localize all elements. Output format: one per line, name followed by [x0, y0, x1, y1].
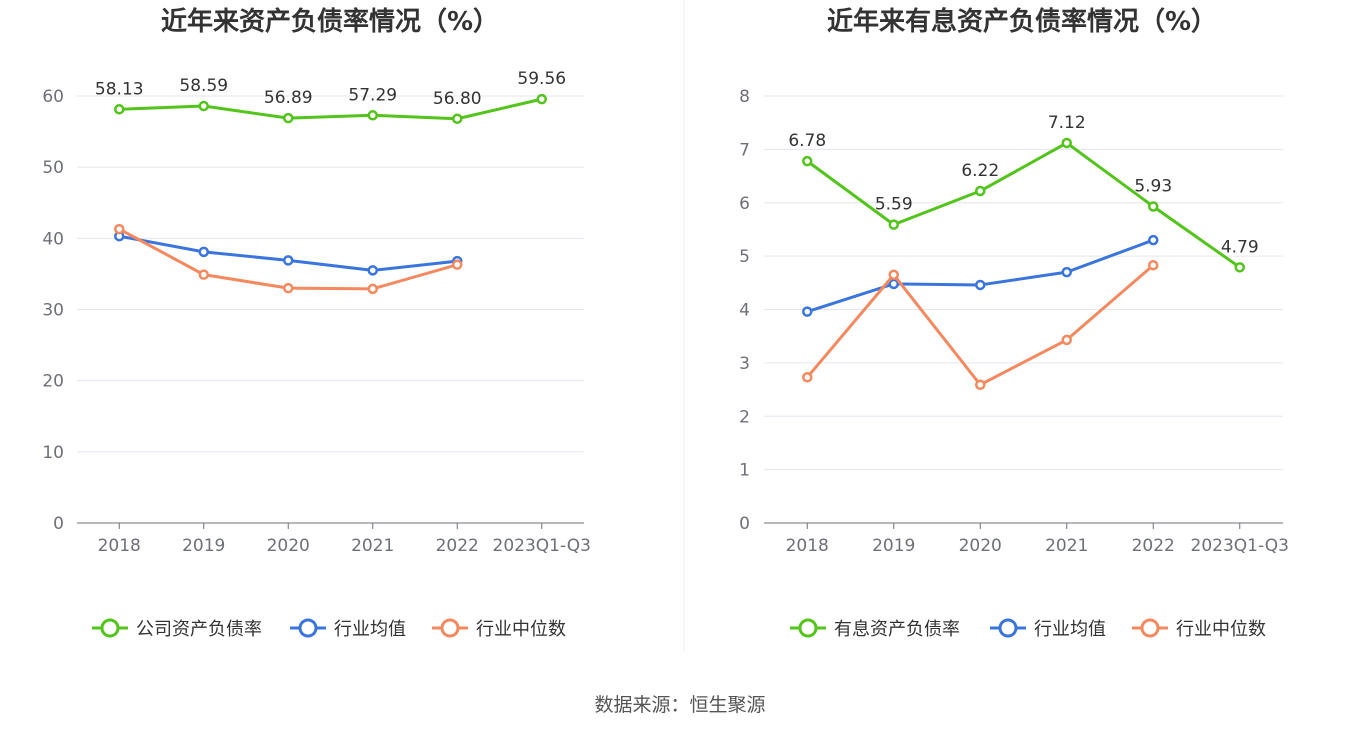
- data-point-industry-median[interactable]: [283, 282, 294, 294]
- data-label: 4.79: [1221, 237, 1259, 257]
- y-tick-label: 7: [739, 140, 750, 160]
- x-tick-label: 2020: [959, 536, 1002, 556]
- data-point-industry-median[interactable]: [975, 379, 986, 391]
- data-point-industry-median[interactable]: [802, 372, 813, 383]
- data-label: 59.56: [517, 69, 566, 89]
- chart-debt-ratio: 近年来资产负债率情况（%） 0 10 20 30 40 50 60 2018 2019 2020 20…: [42, 6, 591, 640]
- y-tick-label: 50: [42, 158, 64, 178]
- legend-label: 行业均值: [1034, 619, 1106, 640]
- legend-item-industry-median[interactable]: 行业中位数: [432, 618, 566, 640]
- y-tick-label: 2: [739, 407, 750, 427]
- y-tick-label: 0: [53, 514, 64, 534]
- data-point-company[interactable]: [1234, 262, 1245, 273]
- data-label: 7.12: [1048, 113, 1086, 133]
- data-point-industry-mean[interactable]: [888, 278, 899, 290]
- data-point-industry-median[interactable]: [367, 283, 378, 295]
- y-tick-label: 8: [739, 87, 750, 107]
- data-point-industry-median[interactable]: [452, 259, 463, 270]
- data-label: 58.13: [95, 79, 144, 99]
- legend-label: 行业均值: [334, 619, 406, 640]
- data-point-industry-mean[interactable]: [802, 306, 813, 317]
- data-point-industry-median[interactable]: [888, 269, 899, 281]
- y-tick-label: 40: [42, 229, 64, 249]
- legend-marker-icon: [298, 618, 318, 638]
- data-label: 57.29: [348, 85, 397, 105]
- legend-item-industry-median[interactable]: 行业中位数: [1132, 618, 1266, 640]
- series-line-company: [119, 97, 543, 121]
- legend-marker-icon: [440, 618, 460, 638]
- legend-item-company[interactable]: 有息资产负债率: [790, 618, 960, 640]
- x-tick-label: 2021: [351, 536, 394, 556]
- x-tick-label: 2019: [872, 536, 915, 556]
- x-tick-label: 2023Q1-Q3: [493, 536, 591, 556]
- data-label: 6.78: [788, 131, 826, 151]
- data-label: 6.22: [961, 161, 999, 181]
- y-tick-label: 1: [739, 461, 750, 481]
- legend-label: 有息资产负债率: [834, 619, 960, 640]
- data-point-industry-mean[interactable]: [367, 265, 378, 276]
- x-tick-label: 2019: [182, 536, 225, 556]
- y-tick-label: 30: [42, 301, 64, 321]
- data-point-industry-mean[interactable]: [975, 279, 986, 291]
- data-point-company[interactable]: [114, 104, 125, 115]
- y-tick-label: 0: [739, 514, 750, 534]
- data-label: 56.80: [433, 89, 482, 109]
- data-point-company[interactable]: [283, 112, 294, 124]
- chart-interest-bearing-debt-ratio: 近年来有息资产负债率情况（%） 0 1 2 3 4 5 6 7 8 2018 2019 2020 2021…: [739, 6, 1289, 640]
- data-point-company[interactable]: [975, 185, 986, 197]
- data-point-industry-mean[interactable]: [1148, 234, 1159, 246]
- data-label: 5.59: [875, 195, 913, 215]
- data-point-industry-mean[interactable]: [283, 255, 294, 266]
- data-point-company[interactable]: [802, 155, 813, 167]
- data-point-industry-median[interactable]: [1148, 259, 1159, 271]
- data-point-company[interactable]: [1148, 201, 1159, 212]
- series-line-company: [806, 141, 1241, 269]
- data-label: 56.89: [264, 88, 313, 108]
- y-tick-label: 6: [739, 194, 750, 214]
- y-tick-label: 5: [739, 247, 750, 267]
- y-tick-label: 4: [739, 301, 750, 321]
- chart-title: 近年来有息资产负债率情况（%）: [827, 6, 1217, 37]
- data-point-industry-mean[interactable]: [198, 246, 209, 258]
- data-label: 58.59: [179, 76, 228, 96]
- y-tick-label: 60: [42, 87, 64, 107]
- chart-title: 近年来资产负债率情况（%）: [161, 6, 499, 37]
- x-tick-label: 2018: [786, 536, 829, 556]
- data-label: 5.93: [1134, 176, 1172, 196]
- x-tick-label: 2022: [436, 536, 479, 556]
- series-line-industry-mean: [806, 238, 1154, 314]
- x-tick-label: 2020: [267, 536, 310, 556]
- data-point-industry-median[interactable]: [198, 269, 209, 280]
- x-tick-label: 2023Q1-Q3: [1191, 536, 1289, 556]
- data-point-industry-median[interactable]: [1061, 334, 1072, 346]
- legend-marker-icon: [100, 618, 120, 638]
- legend-marker-icon: [998, 618, 1018, 638]
- legend-item-company[interactable]: 公司资产负债率: [92, 618, 262, 640]
- legend-label: 行业中位数: [476, 619, 566, 640]
- x-tick-label: 2018: [98, 536, 141, 556]
- legend-label: 行业中位数: [1176, 619, 1266, 640]
- legend-marker-icon: [1140, 618, 1160, 638]
- data-point-industry-median[interactable]: [114, 223, 125, 235]
- legend-item-industry-mean[interactable]: 行业均值: [990, 618, 1106, 640]
- legend-marker-icon: [798, 618, 818, 638]
- data-point-company[interactable]: [888, 219, 899, 230]
- data-point-company[interactable]: [452, 113, 463, 125]
- y-tick-label: 3: [739, 354, 750, 374]
- data-point-industry-mean[interactable]: [1061, 266, 1072, 278]
- data-point-company[interactable]: [198, 100, 209, 112]
- x-tick-label: 2021: [1045, 536, 1088, 556]
- legend-item-industry-mean[interactable]: 行业均值: [290, 618, 406, 640]
- data-point-company[interactable]: [536, 93, 547, 105]
- y-tick-label: 10: [42, 443, 64, 463]
- y-tick-label: 20: [42, 372, 64, 392]
- data-point-company[interactable]: [367, 110, 378, 121]
- source-label: 数据来源：恒生聚源: [594, 694, 765, 716]
- x-tick-label: 2022: [1132, 536, 1175, 556]
- legend-label: 公司资产负债率: [136, 619, 262, 640]
- data-point-company[interactable]: [1061, 137, 1072, 149]
